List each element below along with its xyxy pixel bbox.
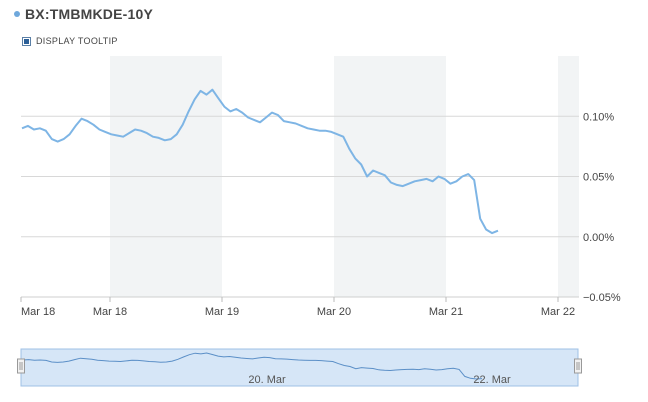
y-tick-label: 0.05% [583, 172, 614, 184]
x-tick-label: Mar 20 [317, 306, 351, 318]
grid-lines [21, 115, 579, 238]
x-tick-label: Mar 18 [93, 306, 127, 318]
series-layer [21, 88, 499, 235]
handle-box [17, 358, 25, 374]
tooltip-checkbox[interactable] [22, 36, 31, 46]
checkbox-check-icon [24, 38, 29, 44]
tooltip-toggle-label: DISPLAY TOOLTIP [36, 36, 118, 46]
y-tick-label: 0.00% [583, 232, 614, 244]
series-line [21, 88, 499, 235]
chart-title: BX:TMBMKDE-10Y [25, 6, 154, 22]
navigator-date-label: 22. Mar [473, 374, 511, 386]
display-tooltip-toggle[interactable]: DISPLAY TOOLTIP [22, 36, 118, 46]
y-axis-ticks: 0.10% 0.05% 0.00% −0.05% [583, 111, 621, 304]
handle-box [574, 358, 582, 374]
navigator: 20. Mar 22. Mar [17, 348, 582, 387]
y-tick-label: −0.05% [583, 292, 621, 304]
x-axis: Mar 18 Mar 18 Mar 19 Mar 20 Mar 21 Mar 22 [20, 296, 579, 318]
navigator-left-handle[interactable] [17, 358, 25, 374]
y-tick-label: 0.10% [583, 111, 614, 123]
x-tick-label: Mar 18 [21, 306, 55, 318]
x-tick-label: Mar 22 [541, 306, 575, 318]
chart-title-row: BX:TMBMKDE-10Y [14, 6, 153, 22]
navigator-series-line [22, 352, 483, 380]
series-dot-icon [14, 11, 20, 17]
x-tick-label: Mar 19 [205, 306, 239, 318]
navigator-right-handle[interactable] [574, 358, 582, 374]
navigator-window [20, 348, 579, 387]
x-tick-label: Mar 21 [429, 306, 463, 318]
navigator-date-label: 20. Mar [248, 374, 286, 386]
